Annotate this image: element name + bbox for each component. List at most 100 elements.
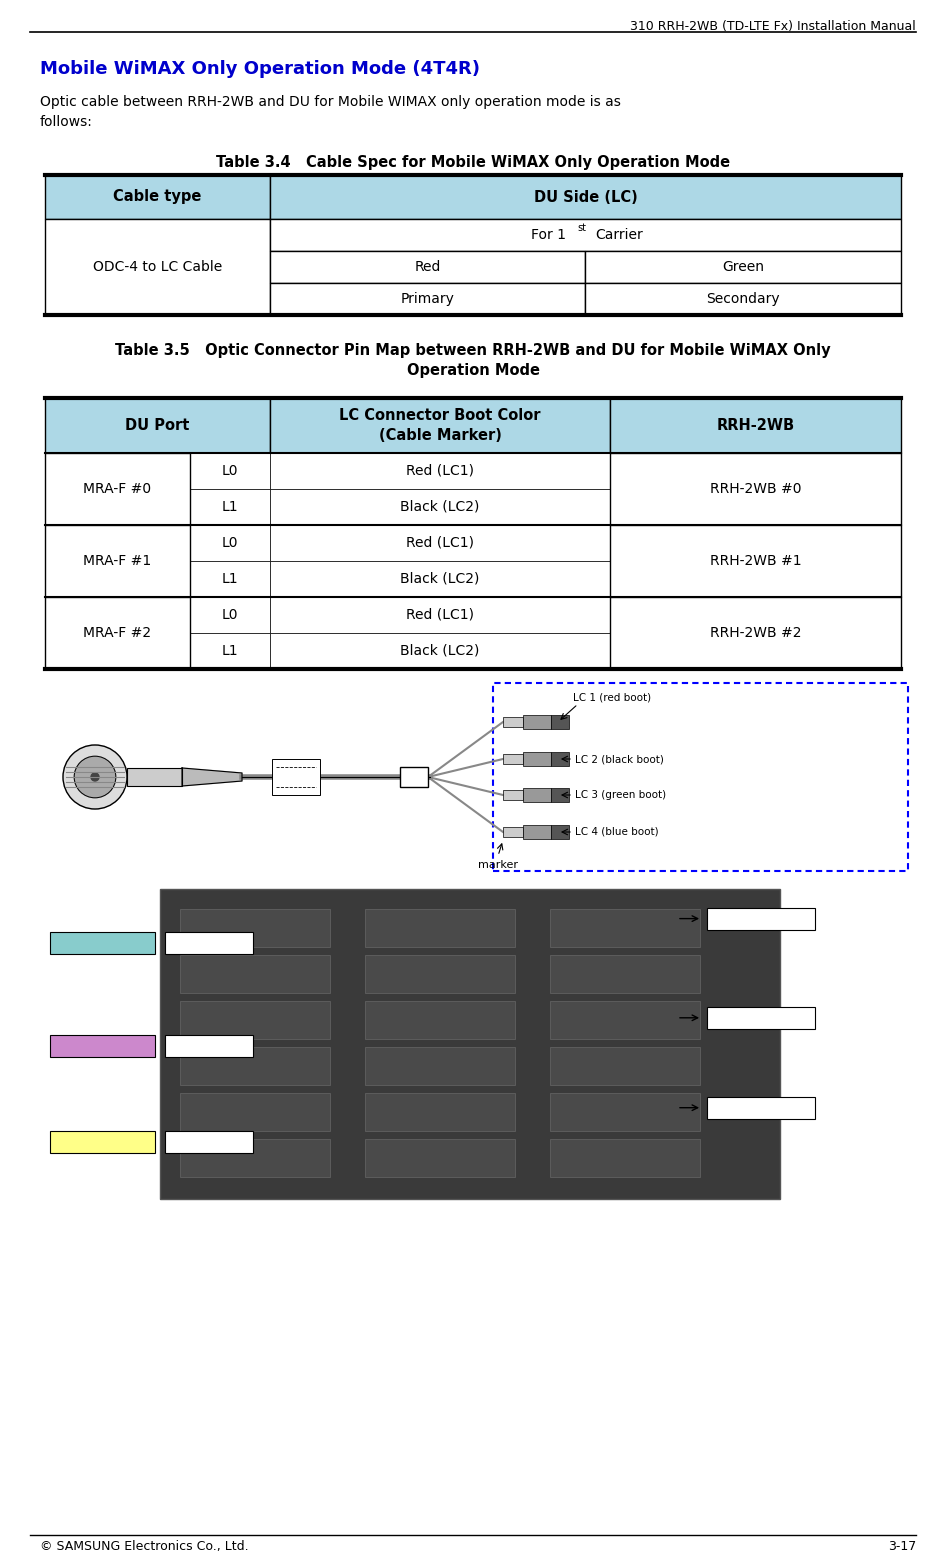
Text: follows:: follows: bbox=[40, 116, 93, 130]
Bar bbox=[190, 633, 270, 669]
Bar bbox=[585, 283, 901, 316]
Bar bbox=[270, 219, 901, 251]
Bar bbox=[365, 954, 515, 993]
Bar bbox=[551, 715, 569, 729]
Bar bbox=[585, 251, 901, 283]
Text: MRA-F #0: MRA-F #0 bbox=[83, 483, 151, 497]
Text: LC 1 (red boot): LC 1 (red boot) bbox=[573, 692, 651, 701]
Text: ODC-4 to LC Cable: ODC-4 to LC Cable bbox=[93, 259, 222, 273]
Bar bbox=[523, 751, 551, 765]
Bar bbox=[493, 683, 908, 872]
Bar bbox=[45, 525, 190, 561]
Bar bbox=[270, 251, 585, 283]
Text: Red (LC1): Red (LC1) bbox=[406, 464, 474, 478]
Text: L0: L0 bbox=[221, 536, 238, 550]
Bar bbox=[610, 489, 901, 525]
Bar bbox=[180, 1001, 330, 1039]
Bar bbox=[365, 1047, 515, 1086]
Bar bbox=[50, 933, 155, 954]
Text: LC 3 (green boot): LC 3 (green boot) bbox=[575, 790, 666, 800]
Bar bbox=[550, 1047, 700, 1086]
Bar bbox=[50, 1034, 155, 1057]
Text: L0: L0 bbox=[221, 608, 238, 622]
Text: Black (LC2): Black (LC2) bbox=[400, 500, 480, 514]
Text: MRA-F #2: MRA-F #2 bbox=[83, 626, 151, 640]
Text: LC 1 (Red): LC 1 (Red) bbox=[180, 1040, 238, 1051]
Text: L1: L1 bbox=[221, 644, 238, 658]
Text: RRH-2WB #2: RRH-2WB #2 bbox=[62, 939, 143, 948]
Bar bbox=[50, 1131, 155, 1153]
Text: RRH-2WB #0: RRH-2WB #0 bbox=[62, 1137, 143, 1147]
Text: Red (LC1): Red (LC1) bbox=[406, 536, 474, 550]
Bar bbox=[190, 489, 270, 525]
Bar bbox=[551, 751, 569, 765]
Bar bbox=[707, 1097, 815, 1118]
Bar bbox=[550, 1001, 700, 1039]
Bar bbox=[180, 1139, 330, 1178]
Bar bbox=[45, 489, 190, 525]
Text: 3-17: 3-17 bbox=[887, 1540, 916, 1553]
Text: LC 4 (blue boot): LC 4 (blue boot) bbox=[575, 826, 658, 837]
Bar bbox=[610, 561, 901, 597]
Bar bbox=[610, 597, 901, 633]
Bar bbox=[400, 767, 428, 787]
Text: LC 1 (Red): LC 1 (Red) bbox=[180, 939, 238, 948]
Bar bbox=[190, 597, 270, 633]
Bar bbox=[45, 561, 190, 597]
Text: Secondary: Secondary bbox=[706, 292, 780, 306]
Bar bbox=[45, 597, 190, 633]
Bar bbox=[503, 826, 523, 837]
Bar bbox=[610, 633, 901, 669]
Bar bbox=[551, 787, 569, 801]
Text: RRH-2WB #0: RRH-2WB #0 bbox=[710, 483, 801, 497]
Bar bbox=[45, 597, 190, 669]
Bar bbox=[365, 1139, 515, 1178]
Bar bbox=[45, 453, 190, 489]
Text: L0: L0 bbox=[221, 464, 238, 478]
Bar bbox=[270, 597, 610, 633]
Text: st: st bbox=[577, 223, 587, 233]
Bar bbox=[45, 453, 190, 525]
Circle shape bbox=[91, 773, 99, 781]
Bar bbox=[190, 561, 270, 597]
Text: For 1: For 1 bbox=[531, 228, 566, 242]
Text: LC 2 (Black): LC 2 (Black) bbox=[727, 1012, 795, 1023]
Bar bbox=[165, 1131, 253, 1153]
Bar bbox=[503, 717, 523, 726]
Text: Mobile WiMAX Only Operation Mode (4T4R): Mobile WiMAX Only Operation Mode (4T4R) bbox=[40, 59, 480, 78]
Bar bbox=[180, 909, 330, 947]
Text: Table 3.4   Cable Spec for Mobile WiMAX Only Operation Mode: Table 3.4 Cable Spec for Mobile WiMAX On… bbox=[216, 155, 730, 170]
Bar bbox=[610, 453, 901, 489]
Bar bbox=[45, 175, 270, 219]
Bar bbox=[270, 398, 610, 453]
Bar bbox=[550, 909, 700, 947]
Bar bbox=[523, 787, 551, 801]
Bar bbox=[180, 1093, 330, 1131]
Bar bbox=[610, 525, 901, 561]
Text: (Cable Marker): (Cable Marker) bbox=[378, 428, 501, 444]
Bar bbox=[610, 453, 901, 525]
Bar bbox=[550, 954, 700, 993]
Text: L1: L1 bbox=[221, 500, 238, 514]
Bar bbox=[270, 525, 610, 561]
Bar bbox=[45, 525, 190, 597]
Text: MRA-F #1: MRA-F #1 bbox=[83, 555, 151, 569]
Text: Carrier: Carrier bbox=[595, 228, 643, 242]
Text: Cable type: Cable type bbox=[114, 189, 201, 205]
Bar bbox=[550, 1093, 700, 1131]
Bar bbox=[610, 525, 901, 597]
Polygon shape bbox=[182, 769, 242, 786]
Circle shape bbox=[74, 756, 115, 798]
Text: Red (LC1): Red (LC1) bbox=[406, 608, 474, 622]
Bar bbox=[707, 1007, 815, 1029]
Text: RRH-2WB: RRH-2WB bbox=[716, 419, 795, 433]
Bar bbox=[45, 398, 270, 453]
Bar bbox=[270, 175, 901, 219]
Bar bbox=[190, 525, 270, 561]
Bar bbox=[272, 759, 320, 795]
Bar bbox=[551, 825, 569, 839]
Bar bbox=[180, 954, 330, 993]
Text: L1: L1 bbox=[221, 572, 238, 586]
Bar bbox=[270, 561, 610, 597]
Text: marker: marker bbox=[478, 861, 518, 870]
